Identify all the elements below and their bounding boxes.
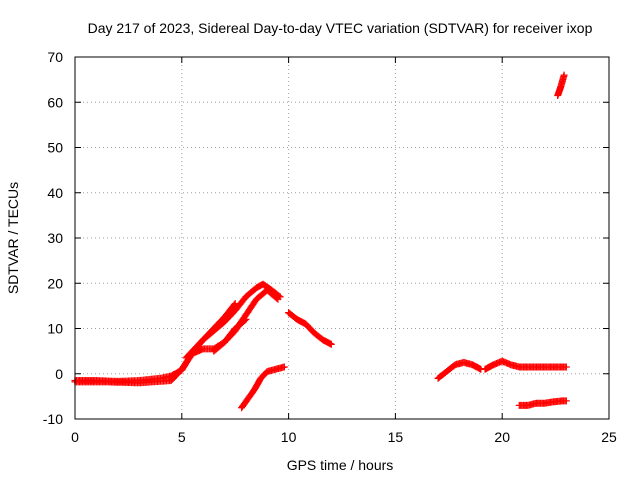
y-tick-label: 70 [47,49,63,65]
point-markers [182,300,239,362]
x-tick-label: 0 [71,429,79,445]
y-tick-label: 40 [47,185,63,201]
y-tick-label: 60 [47,94,63,110]
x-tick-label: 25 [601,429,617,445]
y-tick-label: 20 [47,275,63,291]
series-track-h [515,397,570,409]
series-track-a-decay [285,309,335,348]
series-track-c [182,300,239,362]
data-series [71,71,570,412]
point-markers [554,71,568,99]
y-axis-label: SDTVAR / TECUs [5,182,21,294]
y-tick-label: 0 [55,366,63,382]
series-track-b [71,286,282,387]
axis-ticks: 0 5 10 15 20 25 -10 0 10 20 30 40 50 60 70 [43,49,617,445]
point-markers [481,357,570,373]
x-tick-label: 20 [494,429,510,445]
x-tick-label: 15 [388,429,404,445]
y-tick-label: 50 [47,140,63,156]
point-markers [434,358,485,382]
series-track-d [210,315,250,355]
grid-lines [75,57,609,419]
x-tick-label: 5 [178,429,186,445]
point-markers [210,315,250,355]
point-markers [71,280,284,385]
plot-frame [74,56,610,420]
series-track-f [434,358,485,382]
y-tick-label: 10 [47,321,63,337]
x-tick-label: 10 [281,429,297,445]
point-markers [285,309,335,348]
x-axis-label: GPS time / hours [287,457,394,473]
series-track-g [481,357,570,373]
point-markers [238,363,288,412]
y-tick-label: -10 [43,411,63,427]
series-track-e [238,363,288,412]
y-tick-label: 30 [47,230,63,246]
series-track-a-rise [71,280,284,385]
point-markers [71,286,282,387]
chart-title: Day 217 of 2023, Sidereal Day-to-day VTE… [88,20,593,36]
series-track-i [554,71,568,99]
point-markers [515,397,570,409]
